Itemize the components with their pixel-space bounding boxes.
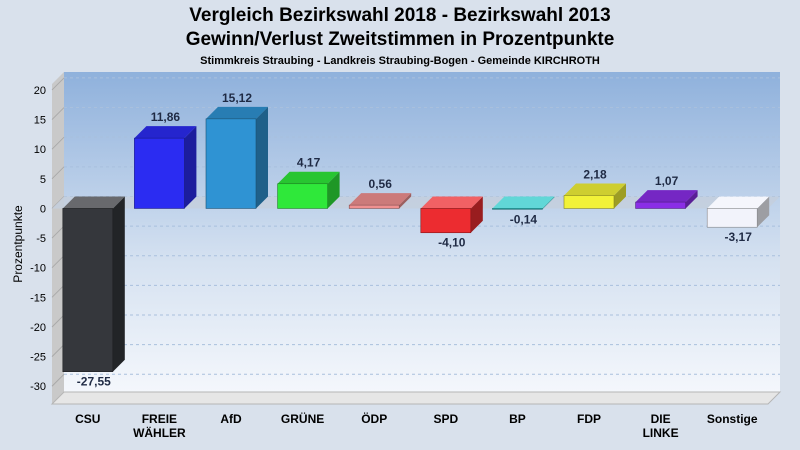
bar-side xyxy=(399,193,412,209)
x-tick-label: AfD xyxy=(220,412,242,426)
bar xyxy=(420,208,472,234)
y-tick-label: -20 xyxy=(30,322,46,334)
bar-side xyxy=(256,106,268,209)
x-tick-label: FDP xyxy=(577,412,601,426)
y-axis-label: Prozentpunkte xyxy=(11,205,25,283)
y-tick-label: 5 xyxy=(40,174,46,186)
bar xyxy=(134,137,185,209)
gridline-side xyxy=(51,77,65,91)
gridline-side xyxy=(51,284,65,298)
x-tick-label: ÖDP xyxy=(361,411,387,426)
bar-top xyxy=(277,171,340,184)
x-tick-label: WÄHLER xyxy=(133,425,186,440)
x-tick-label: GRÜNE xyxy=(281,411,324,426)
gridline-side xyxy=(51,166,65,180)
y-tick-label: 0 xyxy=(40,203,46,215)
side-wall xyxy=(52,72,64,404)
gridline-side xyxy=(51,344,65,357)
bar-top xyxy=(62,196,125,209)
bar-side xyxy=(542,196,555,210)
bar-top xyxy=(707,196,770,209)
x-tick-label: Sonstige xyxy=(707,412,758,426)
bar-top xyxy=(420,196,483,209)
bar-top xyxy=(635,190,698,203)
bar xyxy=(277,183,328,209)
y-tick-label: -30 xyxy=(30,381,46,393)
gridline-side xyxy=(51,255,65,269)
data-label: 0,56 xyxy=(369,177,393,191)
gridline-side xyxy=(51,314,65,328)
bar-side xyxy=(184,126,197,209)
bar-top xyxy=(134,126,197,139)
data-label: 15,12 xyxy=(222,91,252,105)
y-tick-label: -10 xyxy=(30,263,46,275)
x-tick-label: DIE xyxy=(651,412,671,426)
bar xyxy=(706,208,758,228)
data-label: -4,10 xyxy=(438,236,466,250)
bar-top xyxy=(492,196,555,209)
bar-side xyxy=(470,196,483,233)
y-tick-label: 20 xyxy=(34,85,46,97)
bar xyxy=(492,208,543,210)
data-label: 11,86 xyxy=(151,110,181,124)
bar-top xyxy=(564,183,626,196)
data-label: -0,14 xyxy=(510,212,538,226)
floor xyxy=(50,391,782,405)
data-label: -3,17 xyxy=(725,230,753,244)
bar xyxy=(563,195,615,209)
chart-subtitle-2: Stimmkreis Straubing - Landkreis Straubi… xyxy=(200,55,600,67)
bar xyxy=(205,118,257,209)
gridline-side xyxy=(51,373,65,387)
y-tick-label: 10 xyxy=(34,144,46,156)
chart-subtitle: Gewinn/Verlust Zweitstimmen in Prozentpu… xyxy=(185,29,615,50)
x-tick-label: LINKE xyxy=(643,426,679,440)
data-label: 2,18 xyxy=(583,168,607,182)
gridline-side xyxy=(51,136,65,150)
gridline-side xyxy=(51,225,65,239)
bar-side xyxy=(757,196,770,228)
bar-side xyxy=(112,196,125,372)
bar-side xyxy=(614,183,626,209)
y-tick-label: -15 xyxy=(30,292,46,304)
bar xyxy=(348,204,400,209)
x-tick-label: FREIE xyxy=(142,412,177,426)
bar-side xyxy=(327,171,340,209)
data-label: 4,17 xyxy=(297,156,321,170)
x-tick-label: SPD xyxy=(433,412,458,426)
y-tick-label: -5 xyxy=(36,233,46,245)
chart-title: Vergleich Bezirkswahl 2018 - Bezirkswahl… xyxy=(189,5,611,26)
gridline-side xyxy=(51,107,65,120)
bar-top xyxy=(349,193,412,206)
data-label: -27,55 xyxy=(77,375,111,389)
bar-side xyxy=(685,190,698,209)
x-tick-label: CSU xyxy=(75,412,100,426)
y-tick-label: 15 xyxy=(34,115,46,127)
bar-top xyxy=(206,106,268,119)
data-label: 1,07 xyxy=(655,174,679,188)
bar xyxy=(62,208,114,373)
x-tick-label: BP xyxy=(509,412,526,426)
bar xyxy=(635,201,686,209)
y-tick-label: -25 xyxy=(30,352,46,364)
